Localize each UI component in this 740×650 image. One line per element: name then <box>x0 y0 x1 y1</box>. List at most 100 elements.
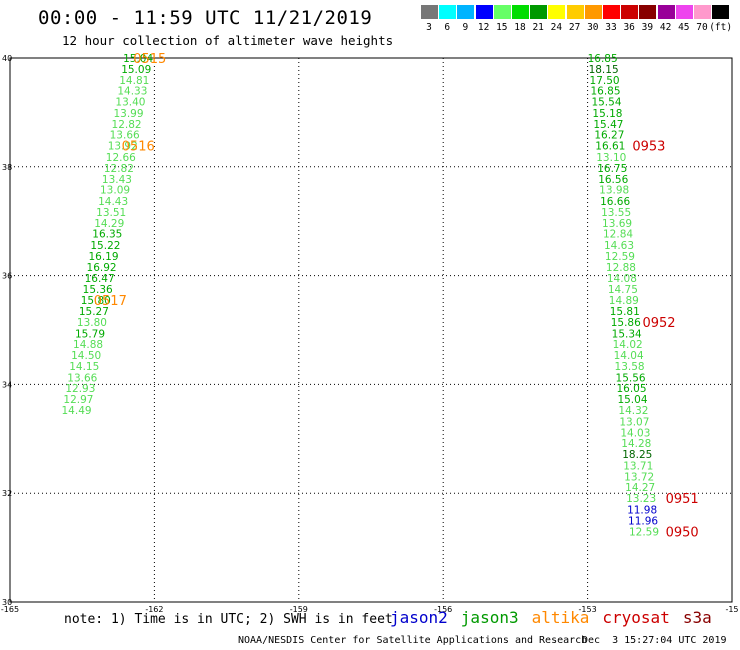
wave-height-value: 15.27 <box>79 306 109 318</box>
wave-height-value: 13.66 <box>110 130 140 142</box>
y-tick-label: 40 <box>2 54 12 63</box>
wave-height-value: 16.61 <box>595 141 625 153</box>
color-scale-swatch <box>584 5 602 19</box>
color-scale-swatch <box>421 5 438 19</box>
time-label: 0517 <box>94 294 127 309</box>
wave-height-value: 13.51 <box>96 207 126 219</box>
color-scale-label: 12 <box>477 22 490 33</box>
wave-height-value: 13.09 <box>100 185 130 197</box>
wave-height-value: 12.82 <box>104 163 134 175</box>
color-scale-swatch <box>621 5 639 19</box>
satellite-legend-item: s3a <box>682 608 712 627</box>
color-scale-label: 24 <box>550 22 563 33</box>
color-scale-label: 39 <box>641 22 654 33</box>
chart-subtitle: 12 hour collection of altimeter wave hei… <box>62 33 394 48</box>
wave-height-value: 14.02 <box>613 339 643 351</box>
wave-height-value: 13.23 <box>626 493 656 505</box>
satellite-legend-item: altika <box>531 608 590 627</box>
color-scale-label: 9 <box>462 22 469 33</box>
x-tick-label: -162 <box>145 605 163 614</box>
y-tick-label: 30 <box>2 598 12 607</box>
color-scale-swatch <box>657 5 675 19</box>
color-scale-swatch <box>530 5 548 19</box>
color-scale-label: 3 <box>426 22 432 33</box>
wave-height-value: 13.99 <box>113 108 143 120</box>
wave-height-value: 14.03 <box>620 427 650 439</box>
wave-height-value: 14.33 <box>117 86 147 98</box>
wave-height-value: 16.35 <box>92 229 122 241</box>
wave-height-value: 15.34 <box>612 328 642 340</box>
color-scale-label: 30 <box>587 22 599 33</box>
color-scale-label: (ft) <box>709 22 733 33</box>
wave-height-value: 18.25 <box>622 449 652 461</box>
color-scale-label: 33 <box>605 22 617 33</box>
color-scale-swatch <box>712 5 730 19</box>
color-scale-swatch <box>675 5 693 19</box>
wave-height-value: 13.40 <box>115 97 145 109</box>
wave-height-value: 12.59 <box>605 251 635 263</box>
wave-height-value: 14.49 <box>62 405 92 417</box>
color-scale-swatch <box>694 5 711 19</box>
wave-height-value: 13.80 <box>77 317 107 329</box>
wave-height-value: 14.43 <box>98 196 128 208</box>
wave-height-value: 14.04 <box>614 350 644 362</box>
wave-height-value: 13.43 <box>102 174 132 186</box>
wave-height-value: 14.27 <box>625 482 655 494</box>
wave-height-value: 15.56 <box>616 372 646 384</box>
wave-height-value: 12.97 <box>63 394 93 406</box>
color-scale-swatch <box>639 5 657 19</box>
wave-height-value: 15.22 <box>90 240 120 252</box>
satellite-legend: jason2 jason3 altika cryosat s3a <box>390 608 725 627</box>
color-scale-label: 36 <box>623 22 635 33</box>
wave-height-value: 16.85 <box>588 53 618 65</box>
wave-height-value: 14.63 <box>604 240 634 252</box>
credit-text: NOAA/NESDIS Center for Satellite Applica… <box>238 635 588 646</box>
color-scale-label: 6 <box>444 22 451 33</box>
wave-height-value: 14.28 <box>621 438 651 450</box>
time-label: 0951 <box>666 492 699 507</box>
wave-height-value: 14.32 <box>618 405 648 417</box>
x-tick-label: -159 <box>290 605 308 614</box>
color-scale-label: 42 <box>659 22 672 33</box>
wave-height-value: 14.15 <box>69 361 99 373</box>
wave-height-value: 14.08 <box>607 273 637 285</box>
wave-height-value: 14.29 <box>94 218 124 230</box>
wave-height-value: 16.47 <box>85 273 115 285</box>
wave-height-value: 15.81 <box>610 306 640 318</box>
wave-height-value: 14.89 <box>609 295 639 307</box>
wave-height-value: 13.55 <box>601 207 631 219</box>
color-scale-label: 18 <box>514 22 526 33</box>
wave-height-value: 15.80 <box>81 295 111 307</box>
wave-height-value: 15.86 <box>611 317 641 329</box>
time-label: 0952 <box>642 316 675 331</box>
wave-height-value: 15.09 <box>121 64 151 76</box>
y-tick-label: 36 <box>2 272 12 281</box>
wave-height-value: 16.19 <box>88 251 118 263</box>
color-scale-label: 27 <box>568 22 581 33</box>
chart-title: 00:00 - 11:59 UTC 11/21/2019 <box>38 7 373 29</box>
wave-height-value: 12.93 <box>65 383 95 395</box>
color-scale-label: 70 <box>696 22 708 33</box>
plot-frame <box>9 57 733 603</box>
time-label: 0953 <box>632 140 665 155</box>
wave-height-value: 14.81 <box>119 75 149 87</box>
wave-height-value: 16.92 <box>87 262 117 274</box>
wave-height-value: 12.82 <box>112 119 142 131</box>
wave-height-value: 13.58 <box>615 361 645 373</box>
note-text: note: 1) Time is in UTC; 2) SWH is in fe… <box>64 612 393 627</box>
color-scale-label: 15 <box>496 22 508 33</box>
color-scale-swatch <box>475 5 493 19</box>
wave-height-value: 11.98 <box>627 505 657 517</box>
wave-height-value: 13.66 <box>67 372 97 384</box>
color-scale-label: 45 <box>678 22 690 33</box>
wave-height-value: 12.88 <box>606 262 636 274</box>
wave-height-value: 16.66 <box>600 196 630 208</box>
wave-height-value: 16.56 <box>598 174 628 186</box>
wave-height-value: 15.79 <box>75 328 105 340</box>
wave-height-value: 17.50 <box>590 75 620 87</box>
wave-height-value: 15.18 <box>592 108 622 120</box>
wave-height-value: 16.05 <box>616 383 646 395</box>
color-scale-swatch <box>548 5 566 19</box>
wave-height-value: 15.04 <box>123 53 153 65</box>
